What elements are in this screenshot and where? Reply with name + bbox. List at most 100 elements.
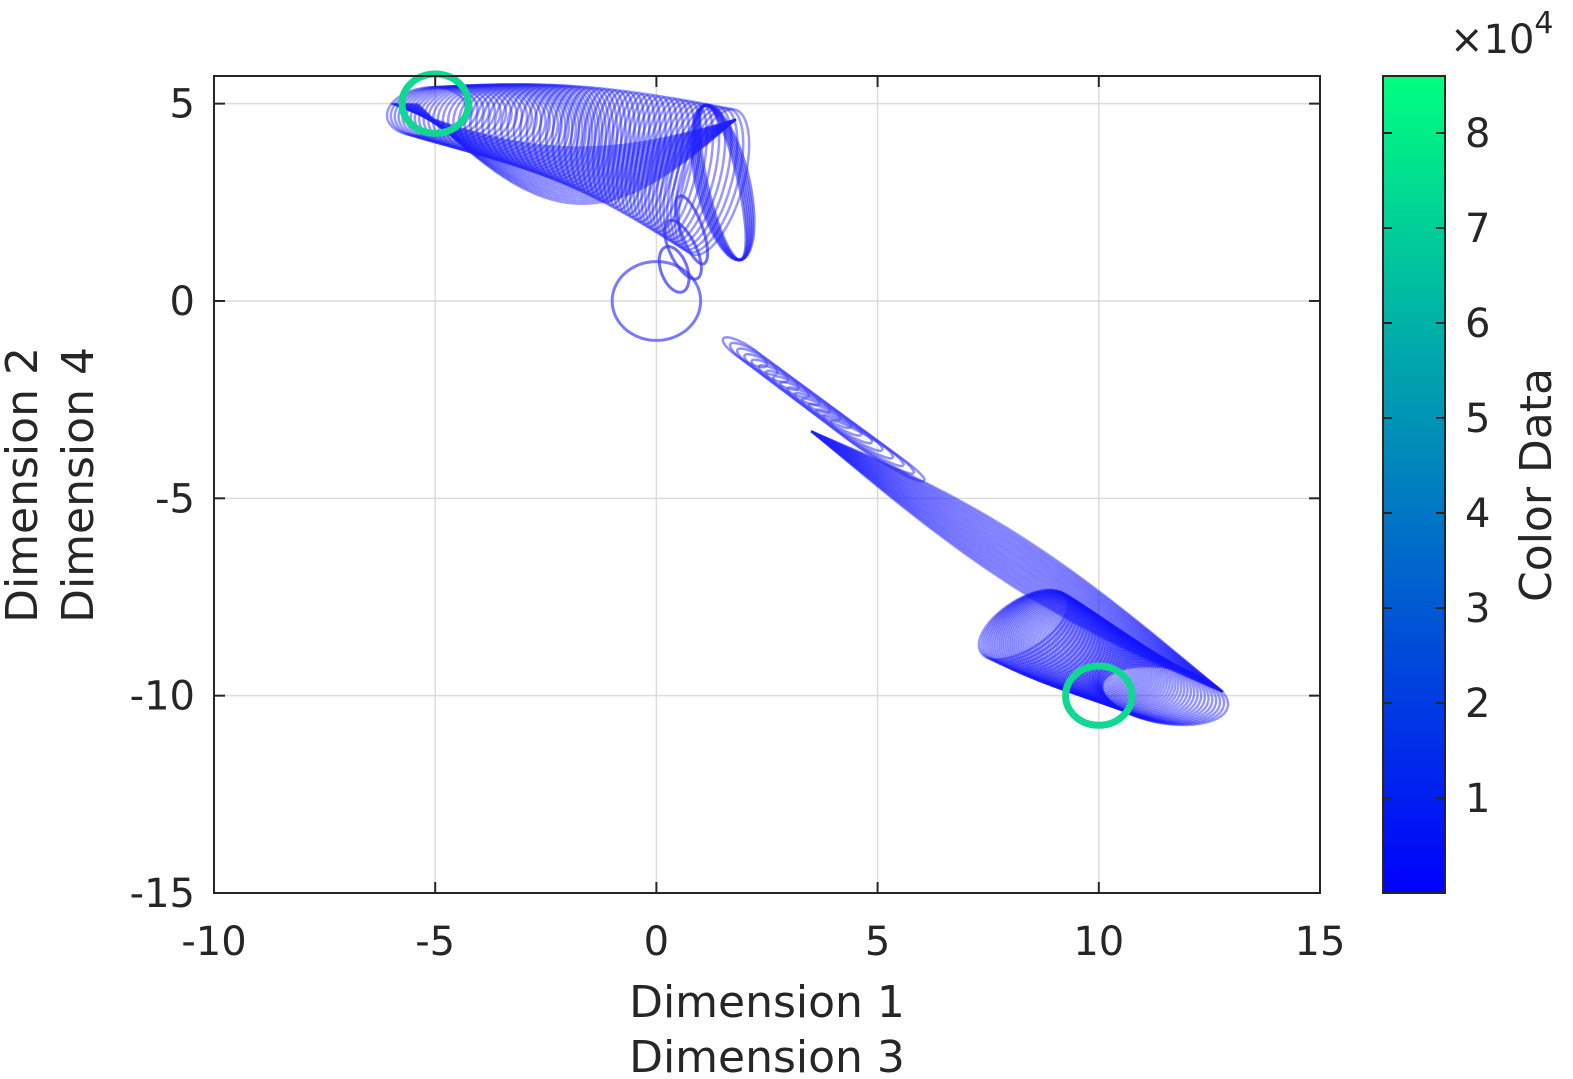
trajectory-upper-sweep xyxy=(410,102,737,192)
trajectory-upper-loop xyxy=(499,83,578,174)
trajectory-upper-sweep xyxy=(403,102,737,176)
trajectory-lower-loop xyxy=(1028,608,1125,694)
trajectory-lower-loop xyxy=(982,589,1075,665)
trajectory-upper-sweep xyxy=(400,102,737,170)
trajectory-upper-loop xyxy=(586,88,627,202)
trajectory-upper-loop xyxy=(628,94,673,224)
trajectory-upper-sweep xyxy=(402,102,737,174)
trajectory-diagonal-sweep xyxy=(810,430,1224,693)
y-tick-label: -5 xyxy=(155,476,195,522)
trajectory-upper-sweep xyxy=(392,102,737,153)
trajectory-diagonal-sweep xyxy=(810,430,1224,693)
trajectory-lower-loop xyxy=(1058,626,1152,705)
colorbar-tick-label: 5 xyxy=(1465,396,1490,442)
trajectory-diagonal-sweep xyxy=(810,430,1224,693)
trajectory-diagonal-sweep xyxy=(810,430,1224,693)
axes-box xyxy=(213,75,1321,894)
trajectory-transition-loop xyxy=(657,244,691,294)
trajectory-upper-loop xyxy=(446,83,543,158)
trajectory-upper-loop xyxy=(602,90,641,209)
trajectory-upper-loop xyxy=(666,104,733,249)
colorbar-tick-label: 8 xyxy=(1465,111,1490,157)
trajectory-diagonal-sweep xyxy=(810,430,1224,693)
trajectory-upper-sweep xyxy=(404,102,737,178)
trajectory-upper-loop xyxy=(677,107,751,257)
trajectory-diagonal-sweep xyxy=(810,430,1224,693)
trajectory-lower-loop xyxy=(1093,652,1199,720)
trajectory-lower-loop xyxy=(1050,622,1146,702)
trajectory-lower-loop xyxy=(1040,616,1137,699)
trajectory-lower-loop xyxy=(1095,655,1207,722)
trajectory-diagonal-sweep xyxy=(810,430,1224,693)
trajectory-upper-loop xyxy=(569,86,615,196)
trajectory-diagonal-sweep xyxy=(810,430,1224,693)
grid xyxy=(213,76,1321,894)
trajectory-upper-loop xyxy=(544,84,601,187)
trajectory-lower-loop xyxy=(1005,596,1100,682)
trajectory-upper-loop xyxy=(581,87,623,200)
trajectory-diagonal-sweep xyxy=(810,430,1224,693)
trajectory-upper-loop xyxy=(632,95,679,226)
trajectory-lower-loop xyxy=(1016,602,1113,689)
trajectory-diagonal-sweep xyxy=(810,430,1224,693)
trajectory-lower-loop xyxy=(987,590,1079,669)
trajectory-upper-loop xyxy=(413,84,508,147)
trajectory-upper-loop xyxy=(441,83,538,156)
trajectory-upper-loop xyxy=(487,83,571,170)
trajectory-upper-loop xyxy=(575,87,619,198)
trajectory-diagonal-sweep xyxy=(810,430,1224,693)
trajectory-diagonal-sweep xyxy=(810,430,1224,693)
trajectory-lower-loop xyxy=(1003,595,1097,680)
trajectory-diagonal-sweep xyxy=(810,430,1224,693)
colorbar-tick-label: 4 xyxy=(1465,491,1490,537)
colorbar-label: Color Data xyxy=(1511,368,1562,602)
trajectory-upper-sweep xyxy=(398,102,737,166)
x-axis-title-line-2: Dimension 3 xyxy=(629,1032,905,1079)
trajectory-upper-loop xyxy=(640,97,691,231)
trajectory-upper-sweep xyxy=(390,102,737,149)
trajectory-upper-loop xyxy=(417,84,513,149)
trajectory-upper-sweep xyxy=(405,102,737,182)
colorbar-tick-label: 3 xyxy=(1465,586,1490,632)
trajectory-upper-loop xyxy=(689,103,756,262)
trajectory-upper-loop xyxy=(469,83,560,165)
trajectory-upper-loop xyxy=(532,84,594,183)
trajectory-upper-loop xyxy=(563,86,611,194)
trajectory-lower-loop xyxy=(1056,625,1150,704)
trajectory-upper-loop xyxy=(591,88,632,205)
trajectory-diagonal-sweep xyxy=(810,430,1224,693)
trajectory-upper-sweep xyxy=(414,102,737,200)
trajectory-lower-loop xyxy=(1030,610,1128,695)
trajectory-upper-loop xyxy=(538,84,597,185)
trajectory-diagonal-sweep xyxy=(810,430,1224,693)
x-tick-label: -5 xyxy=(415,919,455,965)
trajectory-lower-loop xyxy=(1070,634,1164,709)
trajectory-lower-loop xyxy=(1053,623,1148,703)
trajectory-lower-loop xyxy=(996,593,1089,676)
trajectory-upper-loop xyxy=(512,83,584,177)
trajectory-lower-loop xyxy=(1032,611,1130,696)
x-tick-label: -10 xyxy=(181,919,246,965)
ticks: -10 -5 0 5 10 15-15-10-505 xyxy=(130,76,1345,965)
trajectory-upper-loop xyxy=(426,83,524,152)
trajectory-transition-loop xyxy=(674,194,710,266)
trajectory-diagonal-sweep xyxy=(810,430,1224,693)
trajectory-diagonal-sweep xyxy=(810,430,1224,693)
trajectory-lower-loop xyxy=(1081,642,1177,713)
trajectory-lower-loop xyxy=(1018,603,1115,690)
trajectory-lower-loop xyxy=(1061,628,1154,706)
trajectory-upper-loop xyxy=(475,83,563,166)
trajectory-diagonal-sweep xyxy=(810,430,1224,693)
trajectory-lower-loop xyxy=(1101,665,1230,727)
y-tick-label: -15 xyxy=(130,871,195,917)
trajectory-diagonal-sweep xyxy=(810,430,1224,693)
trajectory-upper-loop xyxy=(669,105,739,252)
trajectory-upper-loop xyxy=(597,89,636,207)
trajectory-lower-loop xyxy=(1096,657,1210,723)
trajectory-upper-sweep xyxy=(416,102,737,206)
trajectory-lower-loop xyxy=(1068,633,1162,708)
trajectory-lower-loop xyxy=(1063,630,1157,706)
trajectory-upper-sweep xyxy=(415,102,737,202)
trajectory-lower-loop xyxy=(977,588,1070,661)
